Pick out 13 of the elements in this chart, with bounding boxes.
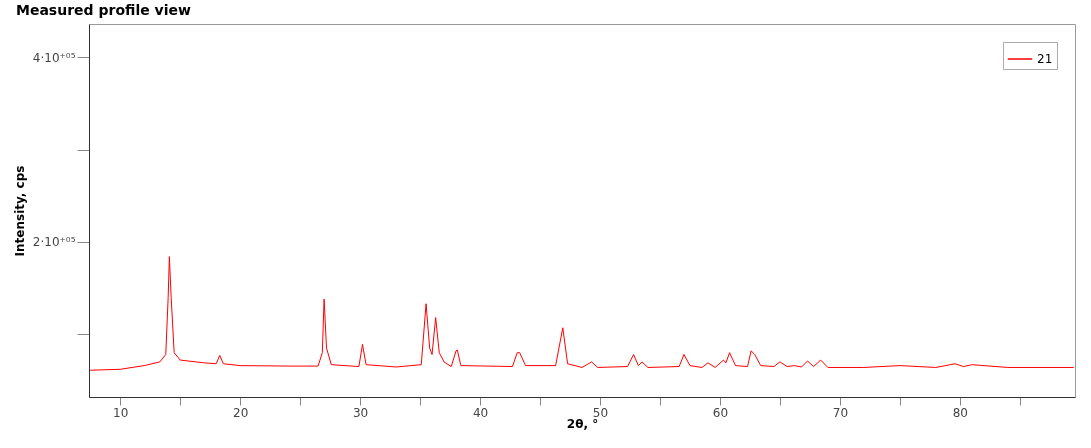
x-tick-label: 60 — [712, 405, 729, 420]
x-tick-label: 20 — [233, 405, 249, 420]
x-tick-label: 30 — [352, 405, 369, 420]
line-series — [89, 256, 1075, 371]
y-axis-title: Intensity, cps — [12, 165, 27, 257]
x-tick-label: 40 — [472, 405, 489, 420]
legend-label: 21 — [1037, 52, 1053, 66]
x-tick-label: 70 — [832, 405, 849, 420]
chart-title: Measured profile view — [16, 2, 191, 18]
y-tick-label: 4·10⁺⁰⁵ — [32, 50, 76, 65]
x-tick-label: 80 — [952, 405, 968, 420]
x-tick-label: 10 — [113, 405, 129, 420]
y-tick-label: 2·10⁺⁰⁵ — [32, 235, 76, 250]
